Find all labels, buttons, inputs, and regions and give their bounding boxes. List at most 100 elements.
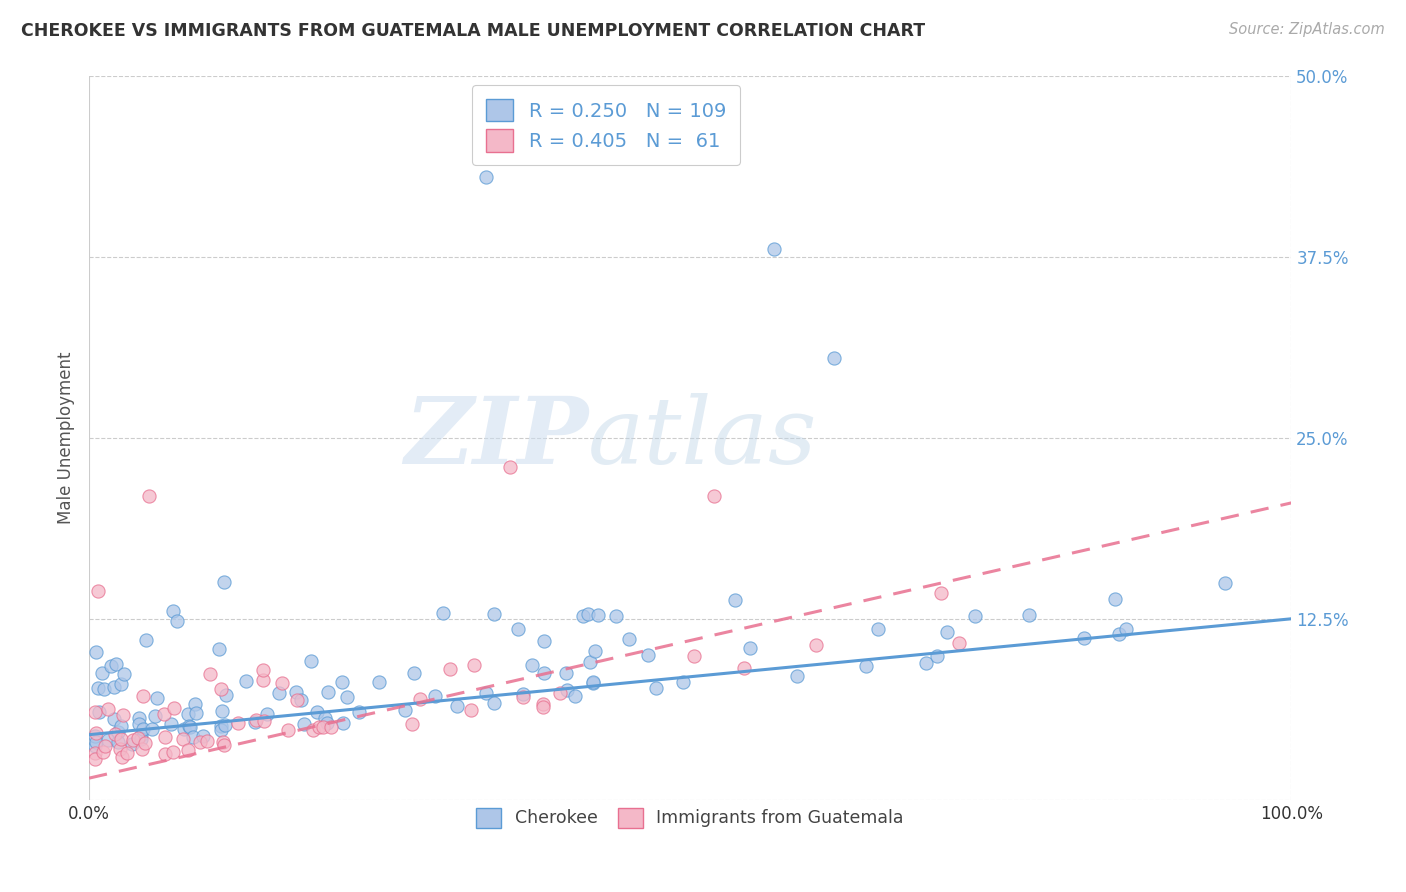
Point xyxy=(87,705,110,719)
Point xyxy=(645,681,668,695)
Point xyxy=(349,705,371,719)
Point xyxy=(128,717,150,731)
Point xyxy=(963,608,986,623)
Point xyxy=(439,662,461,676)
Point xyxy=(134,736,156,750)
Point xyxy=(738,640,761,655)
Point xyxy=(763,243,786,257)
Point xyxy=(135,632,157,647)
Point xyxy=(111,749,134,764)
Point xyxy=(209,723,232,737)
Point xyxy=(824,351,846,365)
Point xyxy=(146,691,169,706)
Point xyxy=(1115,622,1137,636)
Point xyxy=(153,747,176,761)
Point xyxy=(110,677,132,691)
Point xyxy=(91,666,114,681)
Point xyxy=(110,719,132,733)
Point xyxy=(256,707,278,722)
Point xyxy=(153,731,176,745)
Point xyxy=(176,707,198,722)
Point xyxy=(948,636,970,650)
Point xyxy=(162,604,184,618)
Point xyxy=(1018,607,1040,622)
Point xyxy=(100,659,122,673)
Point xyxy=(181,730,204,744)
Point xyxy=(198,667,221,681)
Point xyxy=(475,686,498,700)
Point xyxy=(162,745,184,759)
Point xyxy=(226,716,249,731)
Point xyxy=(188,735,211,749)
Point xyxy=(143,709,166,723)
Point xyxy=(110,732,132,747)
Point xyxy=(285,684,308,698)
Point xyxy=(432,606,454,620)
Point xyxy=(245,713,267,727)
Point xyxy=(141,722,163,736)
Text: Source: ZipAtlas.com: Source: ZipAtlas.com xyxy=(1229,22,1385,37)
Point xyxy=(84,752,107,766)
Point xyxy=(84,746,107,760)
Point xyxy=(583,643,606,657)
Point xyxy=(316,716,339,731)
Text: atlas: atlas xyxy=(588,392,817,483)
Point xyxy=(316,685,339,699)
Y-axis label: Male Unemployment: Male Unemployment xyxy=(58,351,75,524)
Point xyxy=(1073,631,1095,645)
Point xyxy=(512,687,534,701)
Point xyxy=(104,727,127,741)
Point xyxy=(115,746,138,760)
Point xyxy=(252,663,274,677)
Point xyxy=(564,689,586,703)
Point xyxy=(132,689,155,703)
Point xyxy=(271,675,294,690)
Point xyxy=(319,720,342,734)
Point xyxy=(915,657,938,671)
Point xyxy=(446,699,468,714)
Point xyxy=(214,718,236,732)
Point xyxy=(138,489,160,503)
Point xyxy=(93,745,115,759)
Point xyxy=(533,666,555,681)
Point xyxy=(195,734,218,748)
Point xyxy=(105,657,128,672)
Point xyxy=(107,725,129,739)
Point xyxy=(285,693,308,707)
Point xyxy=(572,609,595,624)
Point xyxy=(576,607,599,622)
Point xyxy=(582,675,605,690)
Point xyxy=(128,711,150,725)
Point xyxy=(131,728,153,742)
Point xyxy=(166,615,188,629)
Point xyxy=(84,739,107,753)
Point xyxy=(107,735,129,749)
Point xyxy=(482,607,505,621)
Point xyxy=(172,731,194,746)
Point xyxy=(786,669,808,683)
Point xyxy=(131,732,153,747)
Point xyxy=(252,673,274,687)
Point xyxy=(855,658,877,673)
Point xyxy=(460,703,482,717)
Point xyxy=(703,489,725,503)
Point xyxy=(520,657,543,672)
Point xyxy=(97,701,120,715)
Point xyxy=(87,583,110,598)
Point xyxy=(211,704,233,718)
Point xyxy=(127,731,149,746)
Point xyxy=(207,642,229,657)
Point xyxy=(302,723,325,738)
Point xyxy=(368,674,391,689)
Legend: Cherokee, Immigrants from Guatemala: Cherokee, Immigrants from Guatemala xyxy=(470,801,911,835)
Point xyxy=(121,732,143,747)
Point xyxy=(212,738,235,752)
Point xyxy=(179,720,201,734)
Point xyxy=(617,632,640,646)
Point xyxy=(103,712,125,726)
Point xyxy=(253,714,276,728)
Point xyxy=(555,683,578,698)
Point xyxy=(394,703,416,717)
Point xyxy=(103,680,125,694)
Point xyxy=(925,648,948,663)
